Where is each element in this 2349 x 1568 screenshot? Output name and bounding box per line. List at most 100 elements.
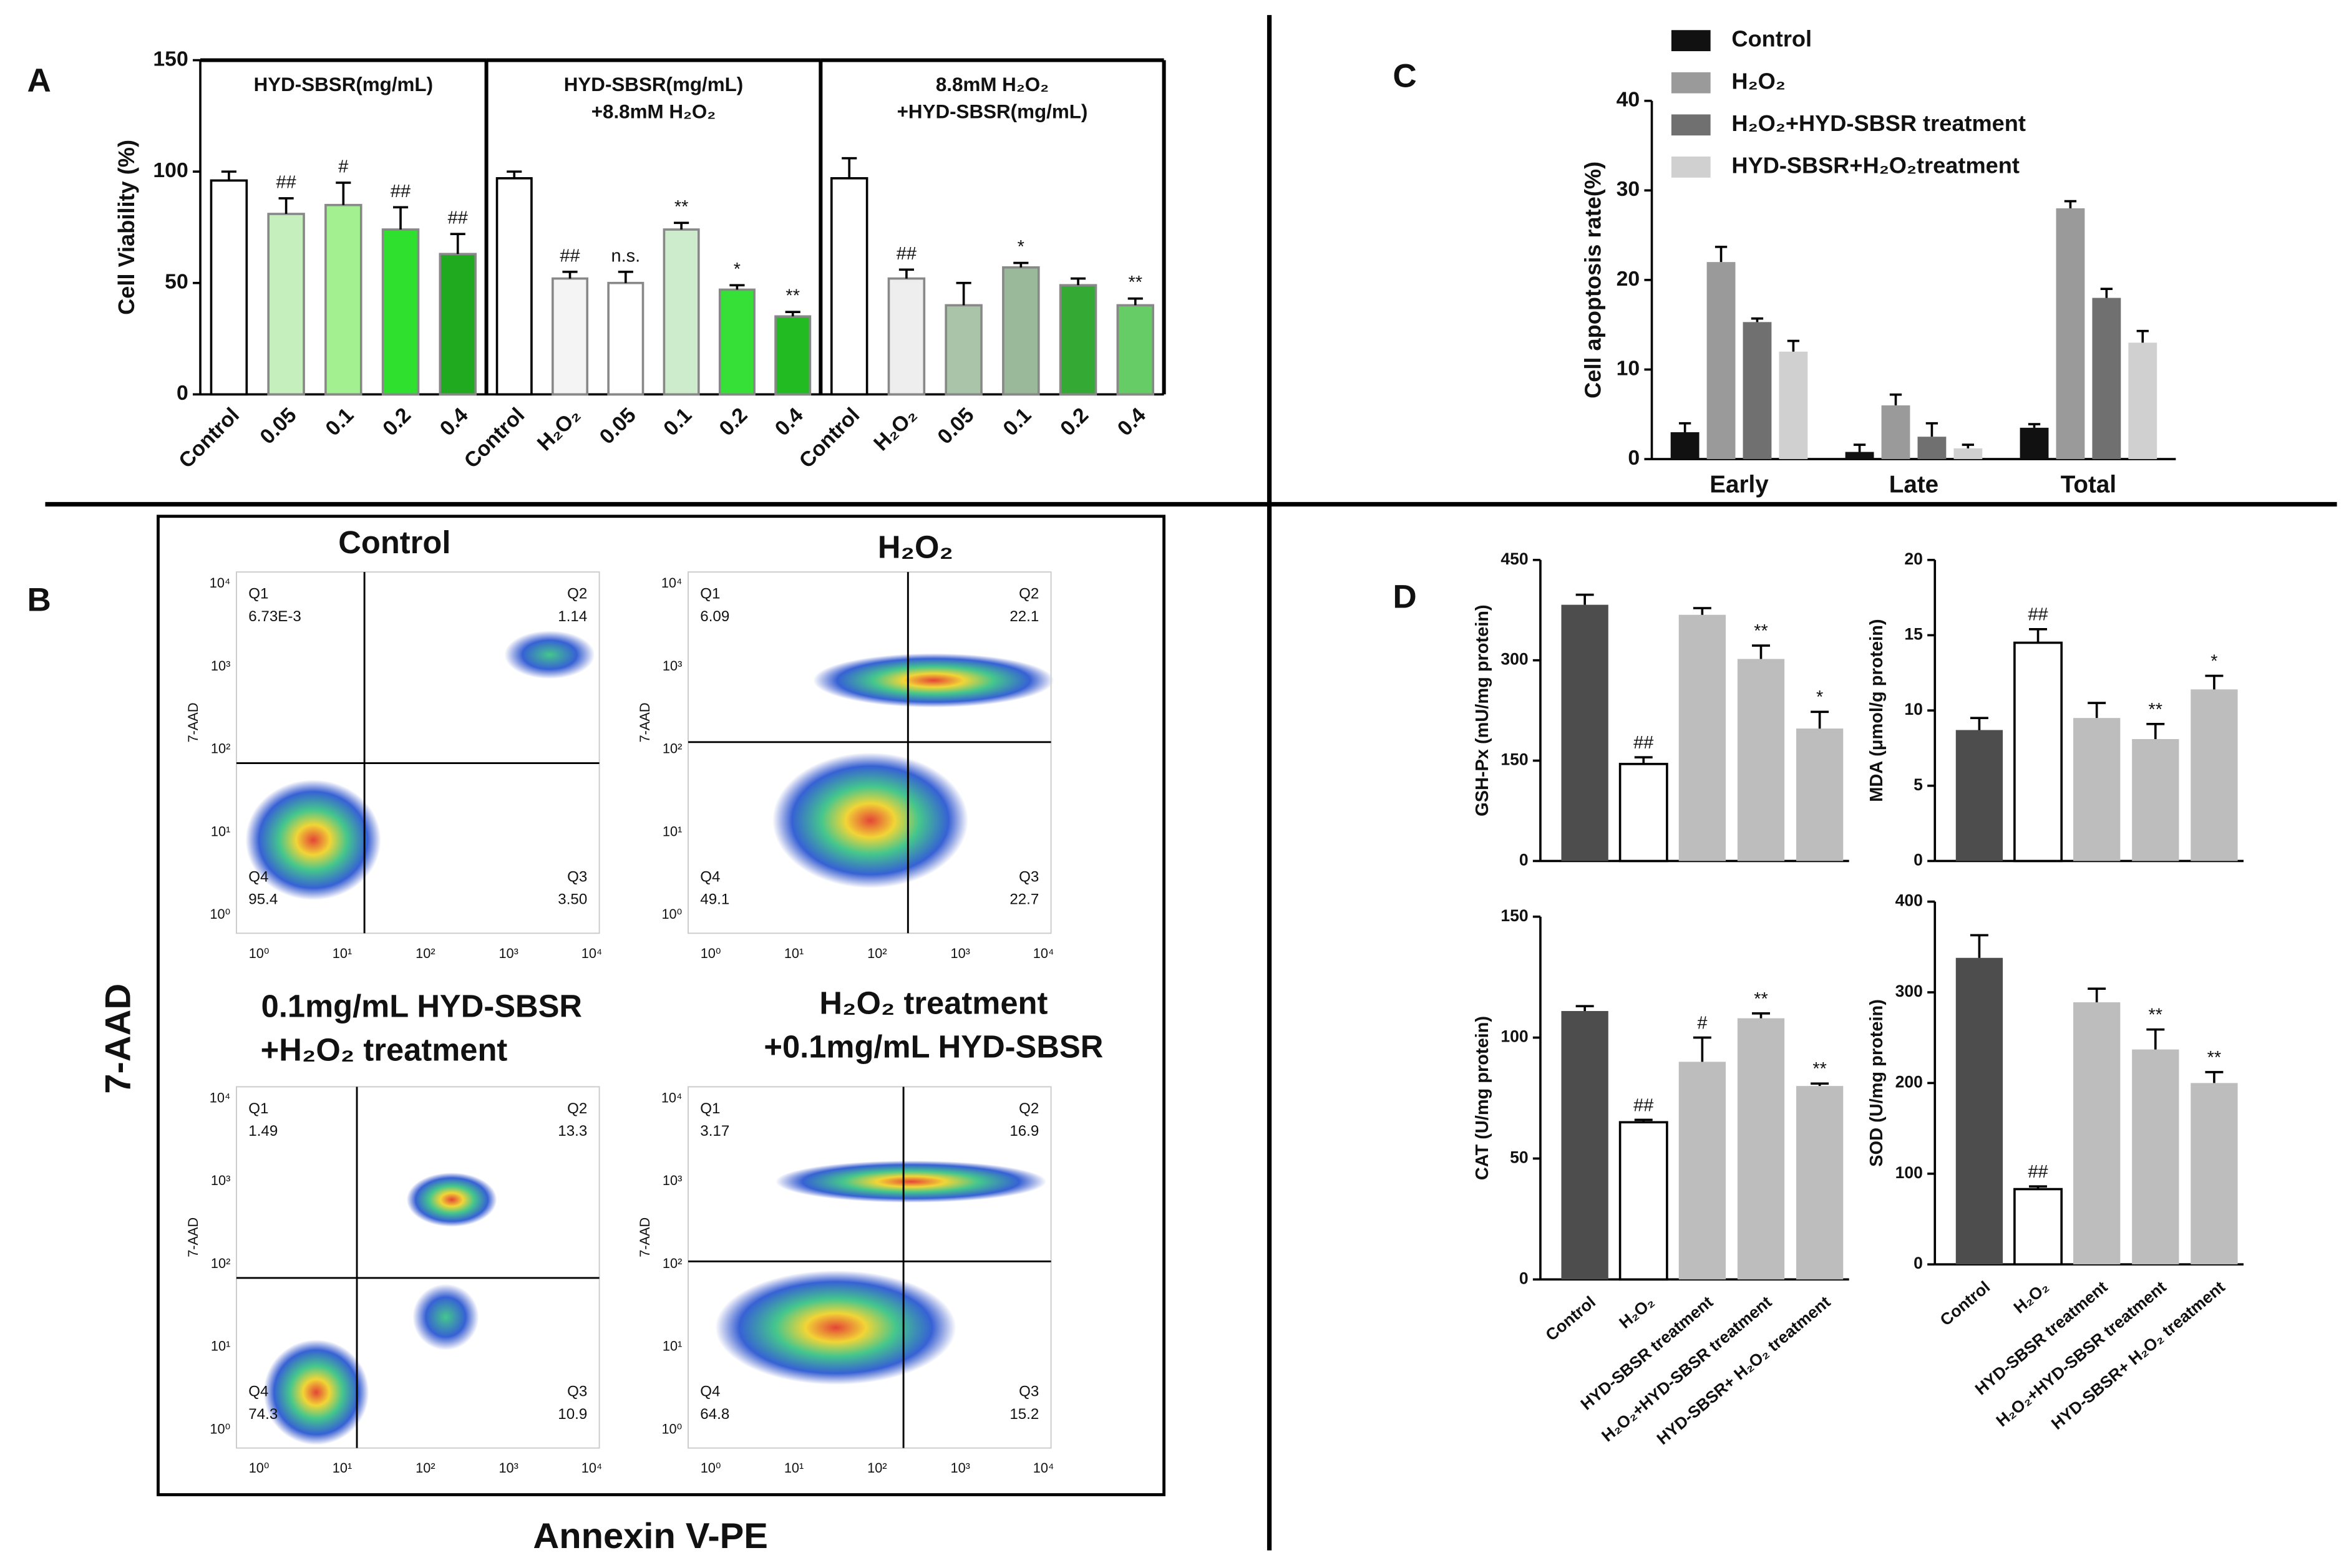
error-bar <box>1714 245 1728 263</box>
significance: ## <box>276 173 296 193</box>
quadrant-value: 10.9 <box>558 1406 587 1423</box>
error-bar <box>1752 1012 1770 1019</box>
x-tick-label: 10⁰ <box>249 1460 270 1476</box>
significance: * <box>1816 687 1823 707</box>
significance: # <box>1697 1014 1707 1033</box>
x-tick-label: 10³ <box>951 1460 970 1476</box>
bar <box>2020 427 2049 460</box>
plot-frame <box>688 571 1052 934</box>
quadrant-value: 1.14 <box>558 608 587 625</box>
y-tick-label: 100 <box>1500 1027 1528 1046</box>
error-bar <box>278 197 294 214</box>
y-tick-label: 0 <box>177 381 188 405</box>
error-bar <box>1013 261 1029 268</box>
significance: ## <box>1633 1095 1653 1115</box>
significance: * <box>2210 652 2217 672</box>
y-axis-label: SOD (U/mg protein) <box>1867 999 1887 1167</box>
y-tick-label: 10³ <box>211 658 230 674</box>
legend-label: H₂O₂ <box>1731 68 1785 94</box>
legend-swatch <box>1671 156 1711 178</box>
y-axis-label: Cell apoptosis rate(%) <box>1580 162 1605 399</box>
quadrant-value: 49.1 <box>700 891 729 908</box>
bar <box>1737 659 1785 861</box>
quadrant-value: 3.50 <box>558 891 587 908</box>
quadrant-value: 64.8 <box>700 1406 729 1423</box>
bar <box>1561 1010 1608 1280</box>
quadrant-value: 22.7 <box>1009 891 1039 908</box>
error-bar <box>1127 297 1143 306</box>
bar <box>1953 448 1983 460</box>
bar <box>1743 322 1772 460</box>
y-tick-label: 20 <box>1904 549 1923 568</box>
x-tick-label: 10¹ <box>333 946 352 961</box>
quadrant-name: Q4 <box>700 868 720 885</box>
y-tick-label: 10⁰ <box>661 906 682 922</box>
bar <box>1618 1121 1668 1281</box>
error-bar <box>562 271 578 279</box>
y-tick-label: 0 <box>1628 446 1640 470</box>
x-tick-label: Control <box>174 403 244 473</box>
bar <box>2132 738 2179 861</box>
y-tick-label: 10³ <box>211 1173 230 1188</box>
x-tick-label: 10⁰ <box>701 1460 721 1476</box>
significance: ** <box>1754 621 1768 641</box>
x-tick-label: 10² <box>416 1460 435 1476</box>
quadrant-name: Q4 <box>700 1383 720 1400</box>
significance: ## <box>560 246 580 266</box>
plot-title: H₂O₂ treatment <box>819 985 1048 1021</box>
panel-label: B <box>27 581 51 618</box>
y-tick-label: 200 <box>1895 1072 1923 1091</box>
panel-b-frame <box>157 515 1166 1496</box>
quadrant-name: Q3 <box>567 868 587 885</box>
y-tick-label: 10² <box>663 1256 682 1271</box>
x-tick-label: 10² <box>867 1460 887 1476</box>
quadrant-name: Q3 <box>567 1383 587 1400</box>
bar <box>1955 730 2003 861</box>
bar <box>1678 614 1726 861</box>
significance: * <box>1018 237 1024 257</box>
bar <box>1779 351 1808 460</box>
legend-label: H₂O₂+HYD-SBSR treatment <box>1731 110 2026 136</box>
bar <box>2073 718 2121 861</box>
error-bar <box>842 157 857 178</box>
x-tick-label: 0.2 <box>714 403 752 440</box>
error-bar <box>2136 329 2149 343</box>
x-tick-label: 10⁴ <box>1033 946 1054 961</box>
panel-label: C <box>1393 58 1416 95</box>
quadrant-name: Q4 <box>248 1383 268 1400</box>
bar <box>2191 689 2238 861</box>
plot-title: Control <box>338 525 450 560</box>
y-tick-label: 100 <box>1895 1163 1923 1182</box>
significance: ** <box>2149 700 2163 720</box>
x-tick-label: 10¹ <box>784 946 804 961</box>
plot-frame <box>236 1086 600 1449</box>
x-tick-label: 0.1 <box>659 403 696 440</box>
y-tick-label: 10⁴ <box>210 1090 231 1105</box>
bar <box>1116 304 1154 396</box>
bar <box>495 177 533 396</box>
y-tick-label: 10¹ <box>211 1338 230 1354</box>
y-tick-label: 50 <box>165 270 188 294</box>
bar <box>1670 432 1700 460</box>
density <box>813 653 1054 708</box>
error-bar <box>1693 1036 1711 1062</box>
y-tick-label: 100 <box>153 158 188 182</box>
y-tick-label: 10¹ <box>663 823 682 839</box>
bar <box>1678 1062 1726 1280</box>
group-title: HYD-SBSR(mg/mL) <box>254 74 433 95</box>
x-tick-label: 0.4 <box>771 403 808 440</box>
plot-axis-label: 7-AAD <box>185 1217 201 1257</box>
bar <box>2191 1083 2238 1265</box>
x-tick-label: Control <box>795 403 865 473</box>
error-bar <box>1853 443 1866 452</box>
x-tick-label: 10⁰ <box>701 946 721 961</box>
x-tick-label: Control <box>1542 1292 1599 1345</box>
y-tick-label: 10² <box>663 741 682 757</box>
bar <box>1561 604 1608 861</box>
plot-title: +0.1mg/mL HYD-SBSR <box>764 1029 1103 1065</box>
density <box>263 1339 369 1445</box>
plot-axis-label: 7-AAD <box>185 702 201 742</box>
significance: ** <box>674 197 689 217</box>
y-axis-label: MDA (μmol/g protein) <box>1867 619 1887 801</box>
